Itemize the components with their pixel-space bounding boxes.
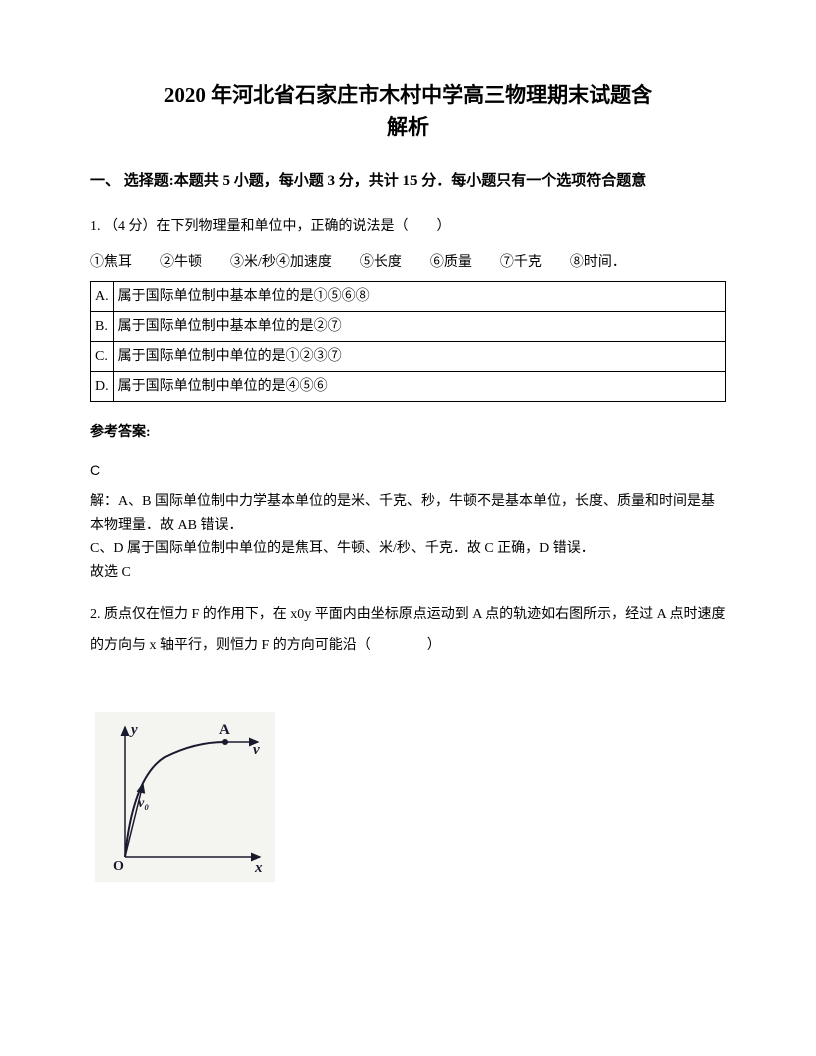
q1-stem: 1. （4 分）在下列物理量和单位中，正确的说法是（ ）: [90, 213, 726, 241]
explanation-line: C、D 属于国际单位制中单位的是焦耳、牛顿、米/秒、千克．故 C 正确，D 错误…: [90, 537, 726, 561]
answer-header: 参考答案:: [90, 422, 726, 444]
option-text-d: 属于国际单位制中单位的是④⑤⑥: [113, 372, 725, 402]
q1-explanation: 解：A、B 国际单位制中力学基本单位的是米、千克、秒，牛顿不是基本单位，长度、质…: [90, 490, 726, 585]
option-label-d: D.: [91, 372, 114, 402]
table-row: C. 属于国际单位制中单位的是①②③⑦: [91, 342, 726, 372]
y-label: y: [129, 722, 138, 738]
q1-items: ①焦耳 ②牛顿 ③米/秒④加速度 ⑤长度 ⑥质量 ⑦千克 ⑧时间．: [90, 249, 726, 277]
v0-label: v₀: [138, 796, 149, 811]
v-label: v: [253, 742, 260, 758]
q1-options-table: A. 属于国际单位制中基本单位的是①⑤⑥⑧ B. 属于国际单位制中基本单位的是②…: [90, 281, 726, 402]
option-label-c: C.: [91, 342, 114, 372]
explanation-line: 故选 C: [90, 561, 726, 585]
trajectory-diagram: y x O A v v₀: [95, 712, 275, 882]
origin-label: O: [113, 859, 124, 874]
answer-letter: C: [90, 459, 726, 481]
section-header: 一、 选择题:本题共 5 小题，每小题 3 分，共计 15 分．每小题只有一个选…: [90, 168, 726, 195]
option-text-b: 属于国际单位制中基本单位的是②⑦: [113, 312, 725, 342]
option-text-a: 属于国际单位制中基本单位的是①⑤⑥⑧: [113, 282, 725, 312]
option-label-b: B.: [91, 312, 114, 342]
v0-vector: [125, 784, 143, 857]
table-row: A. 属于国际单位制中基本单位的是①⑤⑥⑧: [91, 282, 726, 312]
a-label: A: [219, 722, 230, 738]
explanation-line: 解：A、B 国际单位制中力学基本单位的是米、千克、秒，牛顿不是基本单位，长度、质…: [90, 490, 726, 538]
table-row: B. 属于国际单位制中基本单位的是②⑦: [91, 312, 726, 342]
title-line1: 2020 年河北省石家庄市木村中学高三物理期末试题含: [164, 83, 652, 107]
title-line2: 解析: [387, 115, 429, 139]
table-row: D. 属于国际单位制中单位的是④⑤⑥: [91, 372, 726, 402]
x-label: x: [254, 860, 263, 876]
q2-text: 2. 质点仅在恒力 F 的作用下，在 x0y 平面内由坐标原点运动到 A 点的轨…: [90, 600, 726, 662]
q2-figure: y x O A v v₀: [95, 712, 275, 882]
point-a-marker: [222, 739, 228, 745]
option-label-a: A.: [91, 282, 114, 312]
option-text-c: 属于国际单位制中单位的是①②③⑦: [113, 342, 725, 372]
page-title: 2020 年河北省石家庄市木村中学高三物理期末试题含 解析: [90, 80, 726, 143]
